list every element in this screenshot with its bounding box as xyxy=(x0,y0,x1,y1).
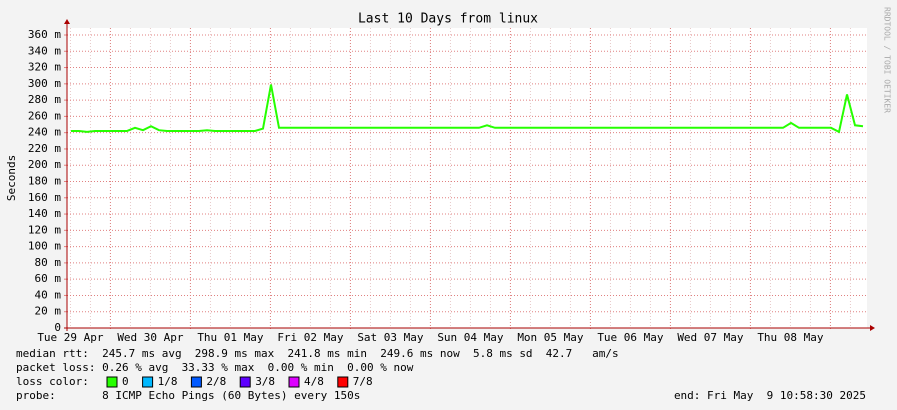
x-tick-label: Wed 30 Apr xyxy=(117,331,184,344)
x-tick-label: Fri 02 May xyxy=(277,331,344,344)
legend-line: loss color: xyxy=(16,375,89,388)
y-axis-label: Seconds xyxy=(5,155,18,201)
loss-label: 2/8 xyxy=(206,375,226,388)
x-tick-label: Tue 29 Apr xyxy=(37,331,104,344)
loss-label: 3/8 xyxy=(255,375,275,388)
loss-swatch xyxy=(142,376,154,388)
legend-line: packet loss: 0.26 % avg 33.33 % max 0.00… xyxy=(16,361,414,374)
loss-swatch xyxy=(239,376,251,388)
y-tick-label: 0 xyxy=(54,321,61,334)
y-tick-label: 120 m xyxy=(28,223,61,236)
y-tick-label: 180 m xyxy=(28,175,61,188)
y-tick-label: 80 m xyxy=(35,256,62,269)
y-tick-label: 360 m xyxy=(28,28,61,41)
x-tick-label: Thu 08 May xyxy=(757,331,824,344)
loss-label: 0 xyxy=(122,375,129,388)
loss-swatch xyxy=(190,376,202,388)
plot-area xyxy=(67,28,867,328)
y-tick-label: 340 m xyxy=(28,44,61,57)
y-tick-label: 200 m xyxy=(28,158,61,171)
loss-label: 1/8 xyxy=(158,375,178,388)
loss-label: 4/8 xyxy=(304,375,324,388)
y-tick-label: 280 m xyxy=(28,93,61,106)
end-label: end: Fri May 9 10:58:30 2025 xyxy=(674,389,866,402)
watermark: RRDTOOL / TOBI OETIKER xyxy=(883,7,892,113)
x-tick-label: Sun 04 May xyxy=(437,331,504,344)
y-tick-label: 100 m xyxy=(28,240,61,253)
legend-line: probe: 8 ICMP Echo Pings (60 Bytes) ever… xyxy=(16,389,360,402)
y-tick-label: 240 m xyxy=(28,126,61,139)
y-tick-label: 300 m xyxy=(28,77,61,90)
x-tick-label: Tue 06 May xyxy=(597,331,664,344)
y-tick-label: 160 m xyxy=(28,191,61,204)
loss-swatch xyxy=(337,376,349,388)
y-axis-arrow xyxy=(64,19,70,24)
loss-label: 7/8 xyxy=(353,375,373,388)
x-tick-label: Mon 05 May xyxy=(517,331,584,344)
y-tick-label: 220 m xyxy=(28,142,61,155)
chart-title: Last 10 Days from linux xyxy=(358,12,538,27)
x-tick-label: Wed 07 May xyxy=(677,331,744,344)
y-tick-label: 40 m xyxy=(35,288,62,301)
loss-swatch xyxy=(288,376,300,388)
y-tick-label: 140 m xyxy=(28,207,61,220)
x-axis-arrow xyxy=(870,325,875,331)
x-tick-label: Thu 01 May xyxy=(197,331,264,344)
x-tick-label: Sat 03 May xyxy=(357,331,424,344)
y-tick-label: 20 m xyxy=(35,305,62,318)
y-tick-label: 260 m xyxy=(28,109,61,122)
y-tick-label: 320 m xyxy=(28,61,61,74)
loss-swatch xyxy=(106,376,118,388)
y-tick-label: 60 m xyxy=(35,272,62,285)
rtt-line xyxy=(71,84,864,134)
legend-line: median rtt: 245.7 ms avg 298.9 ms max 24… xyxy=(16,347,619,360)
